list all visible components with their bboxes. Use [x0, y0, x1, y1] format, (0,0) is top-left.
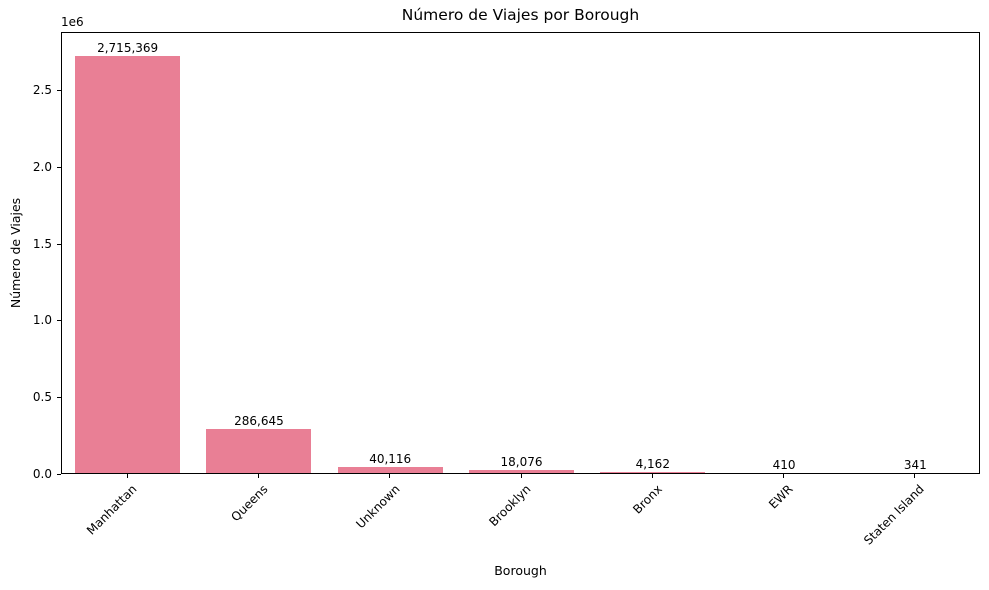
bar: [468, 470, 574, 473]
bar-value-label: 410: [772, 457, 796, 472]
x-tick: [389, 474, 391, 478]
y-tick: [57, 397, 61, 399]
x-tick-label: EWR: [766, 482, 796, 512]
y-tick: [57, 320, 61, 322]
bar-value-label: 40,116: [369, 451, 412, 466]
bar-value-label: 4,162: [635, 457, 670, 472]
x-tick: [651, 474, 653, 478]
bar: [206, 428, 312, 473]
y-tick-label: 2.0: [32, 159, 52, 174]
y-tick: [57, 474, 61, 475]
y-tick-label: 1.0: [32, 313, 52, 328]
y-tick-label: 0.5: [32, 390, 52, 405]
x-tick-label: Queens: [228, 482, 271, 525]
y-tick: [57, 166, 61, 168]
bar: [75, 55, 181, 473]
y-tick: [57, 89, 61, 91]
chart-title: Número de Viajes por Borough: [401, 6, 640, 24]
x-tick: [914, 474, 916, 478]
x-tick: [520, 474, 522, 478]
plot-area: 2,715,369 286,645 40,116 18,076 4,162 410 341: [61, 32, 980, 474]
x-tick-label: Brooklyn: [486, 482, 534, 530]
x-tick: [783, 474, 785, 478]
bar-value-label: 2,715,369: [97, 40, 159, 55]
bar: [600, 472, 706, 473]
bar-value-label: 18,076: [500, 455, 543, 470]
x-tick-label: Unknown: [352, 482, 403, 532]
bar-value-label: 341: [903, 457, 927, 472]
x-tick-label: Staten Island: [861, 482, 928, 548]
y-tick-label: 1.5: [32, 236, 52, 251]
y-axis-label: Número de Viajes: [8, 197, 23, 309]
x-tick-label: Bronx: [630, 482, 665, 517]
y-tick: [57, 243, 61, 245]
bar: [337, 466, 443, 473]
bar-value-label: 286,645: [234, 413, 284, 428]
y-tick-label: 0.0: [32, 467, 52, 481]
x-tick-label: Manhattan: [83, 482, 140, 538]
x-tick: [257, 474, 259, 478]
x-tick: [126, 474, 128, 478]
y-axis-offset-text: 1e6: [61, 15, 84, 29]
y-tick-label: 2.5: [32, 82, 52, 97]
x-axis-label: Borough: [494, 563, 547, 578]
